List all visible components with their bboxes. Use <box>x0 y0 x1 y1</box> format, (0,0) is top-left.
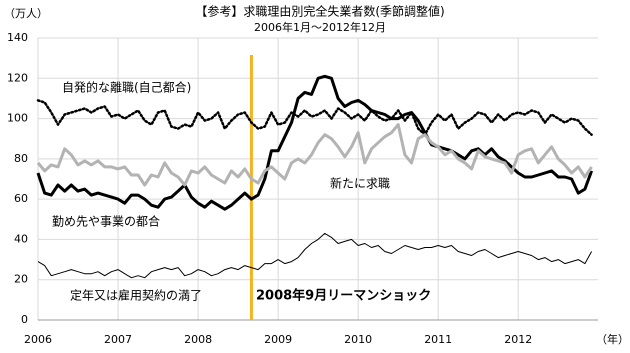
y-tick-label: 60 <box>14 192 28 205</box>
series-line <box>36 74 594 211</box>
chart-subtitle: 2006年1月～2012年12月 <box>254 20 386 34</box>
series-label: 新たに求職 <box>330 176 390 191</box>
y-tick-label: 80 <box>14 152 28 165</box>
y-tick-label: 100 <box>7 112 28 125</box>
chart-title: 【参考】求職理由別完全失業者数(季節調整値) <box>195 4 444 19</box>
x-tick-label: 2011 <box>424 333 452 346</box>
series-line <box>36 123 593 187</box>
y-tick-label: 20 <box>14 273 28 286</box>
x-tick-label: 2009 <box>264 333 292 346</box>
series-line <box>37 232 593 279</box>
x-tick-label: 2008 <box>184 333 212 346</box>
y-axis-label: （万人） <box>4 7 48 20</box>
series-line <box>36 99 593 136</box>
series-label: 勤め先や事業の都合 <box>52 214 160 229</box>
x-axis-label: （年） <box>596 332 629 346</box>
series-label: 定年又は雇用契約の満了 <box>70 288 202 303</box>
x-tick-label: 2010 <box>344 333 372 346</box>
x-tick-label: 2006 <box>24 333 52 346</box>
y-tick-label: 140 <box>7 31 28 44</box>
y-tick-label: 120 <box>7 71 28 84</box>
x-tick-label: 2012 <box>504 333 532 346</box>
x-tick-label: 2007 <box>104 333 132 346</box>
event-annotation: 2008年9月リーマンショック <box>256 288 431 304</box>
series-label: 自発的な離職(自己都合) <box>62 80 191 95</box>
y-tick-label: 0 <box>21 313 28 326</box>
y-tick-label: 40 <box>14 232 28 245</box>
